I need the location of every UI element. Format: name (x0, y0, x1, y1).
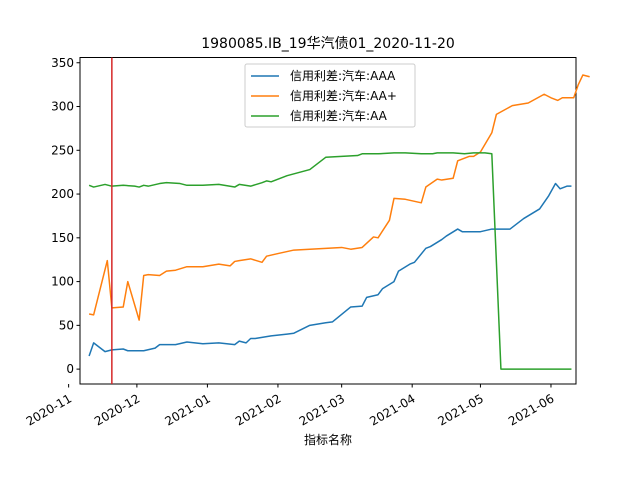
x-tick-label: 2020-12 (92, 391, 142, 428)
y-tick-label: 100 (51, 275, 74, 289)
legend-entry-2: 信用利差:汽车:AA (290, 108, 388, 123)
legend-entry-0: 信用利差:汽车:AAA (290, 68, 396, 83)
series-line-0 (88, 182, 572, 357)
y-axis: 0 50 100 150 200 250 300 350 (51, 56, 80, 376)
plot-area-frame (79, 57, 577, 385)
x-tick-label: 2020-11 (24, 391, 74, 428)
legend: 信用利差:汽车:AAA 信用利差:汽车:AA+ 信用利差:汽车:AA (244, 63, 416, 128)
x-axis-label: 指标名称 (304, 432, 352, 447)
x-tick-label: 2021-06 (506, 391, 556, 428)
legend-frame (244, 63, 416, 128)
y-tick-label: 150 (51, 231, 74, 245)
y-tick-label: 350 (51, 56, 74, 70)
chart-title: 1980085.IB_19华汽债01_2020-11-20 (201, 36, 455, 52)
y-tick-label: 200 (51, 187, 74, 201)
x-axis: 2020-11 2020-12 2021-01 2021-02 2021-03 2021-… (24, 384, 556, 429)
x-tick-label: 2021-02 (233, 391, 283, 428)
y-tick-label: 0 (66, 362, 74, 376)
series-layer (88, 74, 590, 370)
x-tick-label: 2021-03 (297, 391, 347, 428)
x-tick-label: 2021-01 (162, 391, 212, 428)
x-tick-label: 2021-05 (436, 391, 486, 428)
series-line-2 (88, 152, 572, 370)
y-tick-label: 250 (51, 143, 74, 157)
series-line-1 (88, 74, 590, 321)
y-tick-label: 300 (51, 100, 74, 114)
legend-entry-1: 信用利差:汽车:AA+ (290, 88, 397, 103)
y-tick-label: 50 (59, 318, 74, 332)
x-tick-label: 2021-04 (367, 391, 417, 428)
